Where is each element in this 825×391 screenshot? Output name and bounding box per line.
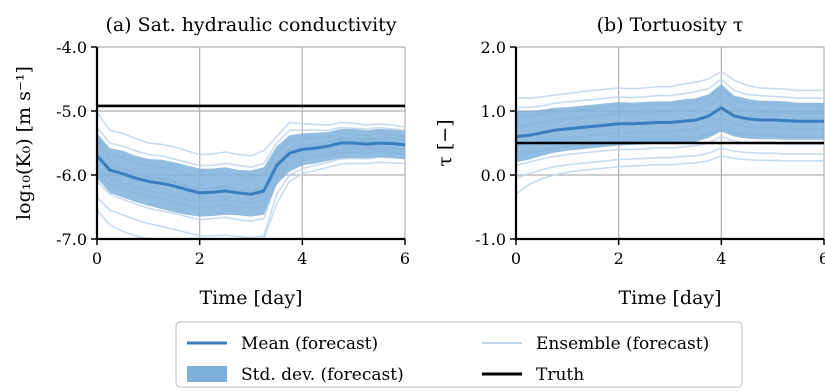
- xtick-label-a-0: 0: [92, 249, 102, 268]
- ensemble-line-b-9: [515, 154, 824, 195]
- ytick-label-b-0: 2.0: [481, 38, 506, 57]
- chart-title-b: (b) Tortuosity τ: [597, 14, 744, 36]
- legend-ensemble-label: Ensemble (forecast): [536, 334, 709, 354]
- legend-mean-label: Mean (forecast): [241, 334, 378, 354]
- ensemble-line-b-1: [515, 77, 824, 109]
- chart-title-a: (a) Sat. hydraulic conductivity: [105, 14, 396, 36]
- ensemble-line-a-1: [96, 126, 406, 169]
- panel-a: 0 2 4 6 -4.0 -5.0 -6.0 -7.0 (a) Sat. hydraulic c…: [13, 14, 410, 309]
- std-band-a: [97, 128, 405, 217]
- mean-line-a: [95, 141, 406, 196]
- ytick-label-b-3: -1.0: [475, 230, 506, 249]
- y-axis-label-a: log₁₀(K₀) [m s⁻¹]: [13, 66, 35, 220]
- ensemble-line-b-8: [515, 147, 824, 179]
- y-axis-label-b: τ [−]: [434, 119, 456, 166]
- xtick-label-b-2: 4: [716, 249, 726, 268]
- legend-frame: [175, 321, 743, 388]
- xtick-label-a-2: 4: [297, 249, 307, 268]
- mean-line-b: [515, 106, 824, 139]
- ytick-label-a-2: -6.0: [56, 166, 87, 185]
- xtick-label-b-0: 0: [511, 249, 521, 268]
- ytick-label-a-1: -5.0: [56, 102, 87, 121]
- panel-b: 0 2 4 6 2.0 1.0 0.0 -1.0 (b) Tortuosity τ Time [d…: [434, 14, 825, 309]
- legend-std-label: Std. dev. (forecast): [241, 365, 404, 385]
- ensemble-line-a-6: [96, 156, 406, 239]
- x-axis-label-b: Time [day]: [618, 287, 721, 309]
- legend-truth-label: Truth: [536, 365, 584, 385]
- ytick-label-a-3: -7.0: [56, 230, 87, 249]
- x-axis-label-a: Time [day]: [199, 287, 302, 309]
- xtick-label-b-1: 2: [614, 249, 624, 268]
- xtick-label-b-3: 6: [819, 249, 825, 268]
- xtick-label-a-1: 2: [195, 249, 205, 268]
- legend-std-swatch: [187, 366, 227, 382]
- ytick-label-a-0: -4.0: [56, 38, 87, 57]
- ensemble-line-a-0: [96, 111, 406, 157]
- ensemble-line-b-0: [516, 70, 824, 99]
- xtick-label-a-3: 6: [400, 249, 410, 268]
- ytick-label-b-1: 1.0: [481, 102, 506, 121]
- legend: Mean (forecast) Ensemble (forecast) Std.…: [175, 321, 743, 388]
- ytick-label-b-2: 0.0: [481, 166, 506, 185]
